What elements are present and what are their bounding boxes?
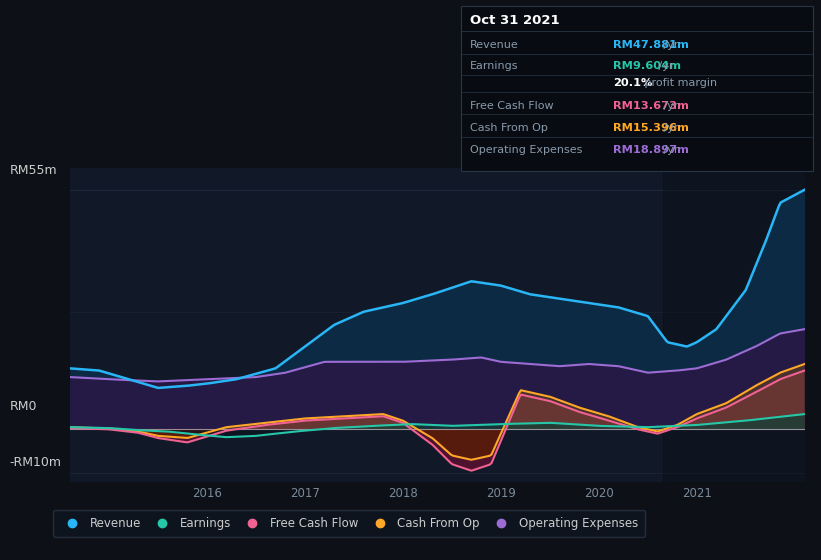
Text: RM18.897m: RM18.897m	[613, 146, 689, 156]
Text: Cash From Op: Cash From Op	[470, 123, 548, 133]
Text: -RM10m: -RM10m	[10, 455, 62, 469]
Text: /yr: /yr	[660, 101, 679, 111]
Text: Earnings: Earnings	[470, 62, 518, 72]
Text: RM0: RM0	[10, 399, 37, 413]
Text: profit margin: profit margin	[641, 78, 718, 88]
Text: RM13.673m: RM13.673m	[613, 101, 689, 111]
Text: 20.1%: 20.1%	[613, 78, 653, 88]
Text: /yr: /yr	[660, 40, 679, 50]
Text: Oct 31 2021: Oct 31 2021	[470, 13, 559, 26]
Bar	[663, 168, 805, 482]
Text: RM55m: RM55m	[10, 164, 57, 178]
Text: RM15.396m: RM15.396m	[613, 123, 689, 133]
Text: Revenue: Revenue	[470, 40, 518, 50]
Text: RM9.604m: RM9.604m	[613, 62, 681, 72]
Text: /yr: /yr	[660, 123, 679, 133]
Text: Operating Expenses: Operating Expenses	[470, 146, 582, 156]
Text: RM47.881m: RM47.881m	[613, 40, 689, 50]
Legend: Revenue, Earnings, Free Cash Flow, Cash From Op, Operating Expenses: Revenue, Earnings, Free Cash Flow, Cash …	[53, 510, 645, 537]
Text: /yr: /yr	[660, 146, 679, 156]
Text: /yr: /yr	[655, 62, 674, 72]
Text: Free Cash Flow: Free Cash Flow	[470, 101, 553, 111]
